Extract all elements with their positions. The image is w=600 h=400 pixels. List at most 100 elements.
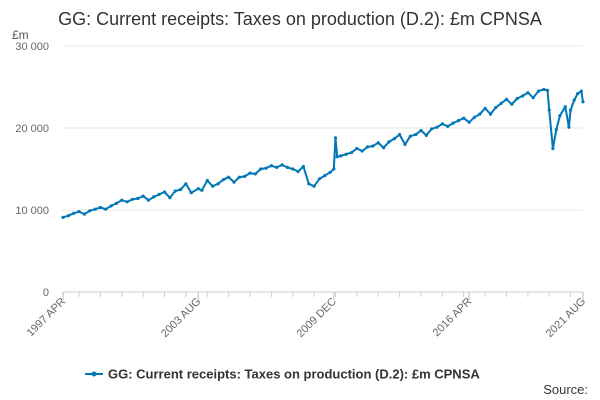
data-point[interactable] — [526, 91, 530, 95]
data-point[interactable] — [184, 182, 188, 186]
data-point[interactable] — [531, 96, 535, 100]
data-point[interactable] — [366, 145, 370, 149]
data-point[interactable] — [499, 101, 503, 105]
data-point[interactable] — [355, 146, 359, 151]
data-point[interactable] — [125, 200, 129, 204]
data-point[interactable] — [232, 180, 236, 184]
data-point[interactable] — [579, 89, 583, 93]
data-point[interactable] — [157, 192, 161, 196]
data-point[interactable] — [414, 133, 418, 137]
data-point[interactable] — [387, 140, 391, 144]
data-point[interactable] — [545, 88, 550, 92]
data-point[interactable] — [323, 174, 327, 178]
data-point[interactable] — [569, 108, 573, 112]
data-point[interactable] — [301, 164, 305, 169]
data-point[interactable] — [335, 155, 339, 159]
data-point[interactable] — [371, 144, 375, 148]
data-point[interactable] — [253, 172, 257, 176]
data-point[interactable] — [104, 207, 108, 211]
data-point[interactable] — [472, 115, 476, 119]
data-point[interactable] — [333, 136, 338, 140]
data-point[interactable] — [66, 214, 70, 218]
data-point[interactable] — [462, 116, 466, 120]
data-point[interactable] — [189, 191, 193, 195]
data-point[interactable] — [259, 167, 263, 171]
data-point[interactable] — [130, 197, 135, 201]
data-point[interactable] — [205, 178, 209, 183]
data-point[interactable] — [435, 125, 439, 129]
data-point[interactable] — [440, 122, 444, 126]
data-point[interactable] — [168, 196, 172, 200]
data-point[interactable] — [547, 108, 551, 112]
data-point[interactable] — [211, 184, 215, 188]
data-point[interactable] — [520, 94, 525, 98]
data-point[interactable] — [61, 215, 65, 219]
data-point[interactable] — [456, 119, 460, 123]
data-point[interactable] — [275, 165, 279, 169]
data-point[interactable] — [376, 141, 380, 145]
data-point[interactable] — [576, 92, 580, 96]
data-point[interactable] — [317, 177, 322, 181]
data-point[interactable] — [339, 154, 343, 158]
data-point[interactable] — [483, 106, 487, 110]
data-point[interactable] — [536, 89, 541, 93]
data-point[interactable] — [98, 205, 102, 210]
data-point[interactable] — [243, 174, 247, 178]
data-point[interactable] — [237, 175, 241, 179]
data-point[interactable] — [467, 120, 471, 124]
data-point[interactable] — [227, 175, 231, 179]
data-point[interactable] — [581, 100, 585, 104]
data-point[interactable] — [109, 204, 113, 208]
data-point[interactable] — [398, 133, 402, 137]
data-point[interactable] — [269, 164, 273, 168]
data-point[interactable] — [296, 169, 300, 174]
data-point[interactable] — [162, 190, 167, 194]
data-point[interactable] — [88, 209, 92, 213]
data-point[interactable] — [291, 167, 295, 171]
data-point[interactable] — [264, 166, 268, 170]
data-point[interactable] — [504, 97, 509, 101]
data-point[interactable] — [510, 102, 514, 106]
data-point[interactable] — [515, 96, 519, 101]
data-point[interactable] — [179, 187, 183, 192]
data-point[interactable] — [120, 198, 124, 202]
data-point[interactable] — [419, 128, 423, 133]
data-point[interactable] — [216, 182, 220, 186]
data-point[interactable] — [72, 211, 76, 215]
data-point[interactable] — [446, 124, 450, 128]
data-point[interactable] — [478, 112, 482, 116]
data-point[interactable] — [382, 146, 386, 150]
data-point[interactable] — [307, 182, 311, 186]
data-point[interactable] — [200, 188, 204, 192]
data-point[interactable] — [312, 184, 316, 188]
data-point[interactable] — [563, 105, 567, 109]
data-point[interactable] — [551, 146, 555, 151]
data-point[interactable] — [572, 98, 576, 102]
data-point[interactable] — [328, 170, 332, 174]
data-point[interactable] — [349, 151, 354, 155]
data-point[interactable] — [488, 112, 493, 116]
data-point[interactable] — [77, 210, 81, 214]
data-point[interactable] — [141, 194, 145, 198]
data-point[interactable] — [451, 121, 455, 125]
data-point[interactable] — [567, 125, 571, 129]
data-point[interactable] — [408, 134, 412, 138]
data-point[interactable] — [430, 127, 434, 131]
data-point[interactable] — [221, 178, 225, 182]
data-point[interactable] — [173, 189, 177, 193]
data-point[interactable] — [152, 195, 156, 199]
data-point[interactable] — [82, 212, 86, 216]
data-point[interactable] — [280, 163, 284, 167]
data-point[interactable] — [93, 207, 97, 211]
data-point[interactable] — [136, 196, 140, 201]
data-point[interactable] — [344, 152, 348, 156]
data-point[interactable] — [114, 201, 118, 205]
data-point[interactable] — [494, 105, 498, 110]
legend[interactable]: GG: Current receipts: Taxes on productio… — [85, 367, 480, 382]
data-point[interactable] — [360, 149, 364, 153]
data-point[interactable] — [558, 114, 562, 118]
data-point[interactable] — [196, 187, 200, 191]
data-point[interactable] — [248, 171, 252, 175]
data-point[interactable] — [392, 137, 396, 141]
data-point[interactable] — [403, 142, 407, 146]
